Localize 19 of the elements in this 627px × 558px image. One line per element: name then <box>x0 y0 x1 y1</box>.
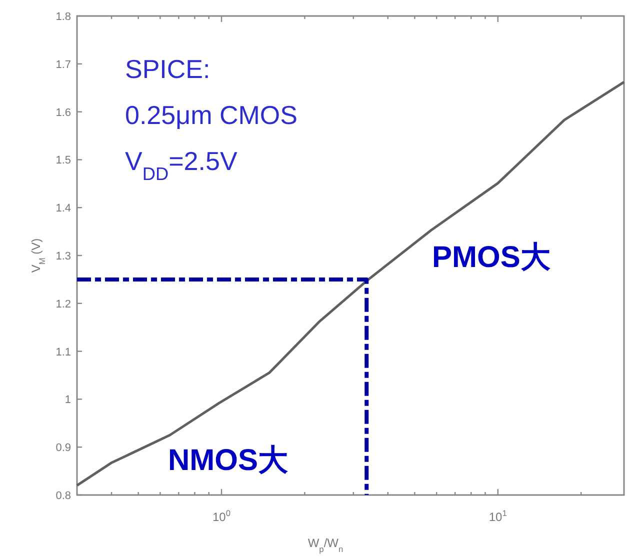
y-tick-label: 1.3 <box>56 250 71 262</box>
y-tick-label: 1.7 <box>56 58 71 71</box>
y-tick-label: 1.5 <box>56 154 71 167</box>
y-tick-label: 1.2 <box>56 298 71 310</box>
y-tick-label: 1.4 <box>56 202 71 215</box>
annotation: PMOS大 <box>432 241 552 274</box>
annotation: NMOS大 <box>168 444 289 477</box>
y-tick-label: 1.6 <box>56 106 71 119</box>
annotation: 0.25μm CMOS <box>125 100 298 130</box>
x-tick-label: 10$^{1}$ <box>488 508 508 524</box>
annotation: V$_{DD}$=2.5V <box>125 146 238 184</box>
x-tick-label: 10$^{0}$ <box>212 508 231 524</box>
x-axis-title: W$_{p}$/W$_{n}$ <box>308 536 344 554</box>
y-tick-label: 1 <box>64 394 71 406</box>
y-tick-label: 0.8 <box>56 490 71 502</box>
y-tick-label: 0.9 <box>56 442 71 454</box>
annotation: SPICE: <box>125 54 210 84</box>
y-tick-label: 1.1 <box>56 346 71 358</box>
y-tick-label: 1.8 <box>56 11 71 23</box>
